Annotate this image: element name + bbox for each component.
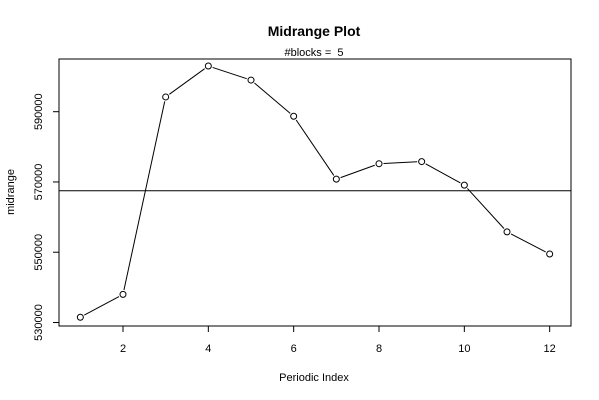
- series-segment: [254, 82, 291, 114]
- series-segment: [84, 296, 120, 316]
- y-axis: 530000 550000 570000 590000: [33, 93, 59, 341]
- data-point: [162, 93, 170, 101]
- x-axis: 2 4 6 8 10 12: [120, 326, 556, 355]
- series-segments: [84, 66, 546, 316]
- series-segment: [212, 66, 247, 80]
- data-point: [119, 290, 127, 298]
- data-point: [204, 62, 212, 70]
- x-tick-label: 6: [291, 343, 297, 355]
- series-segment: [295, 119, 335, 176]
- x-axis-label: Periodic Index: [279, 372, 349, 384]
- data-point: [418, 158, 426, 166]
- y-axis-label: midrange: [5, 169, 17, 215]
- data-points: [76, 62, 554, 321]
- data-point: [76, 313, 84, 321]
- x-tick-label: 4: [205, 343, 211, 355]
- y-tick-label: 550000: [33, 234, 45, 271]
- data-point: [460, 181, 468, 189]
- y-tick-label: 590000: [33, 93, 45, 130]
- chart-title: Midrange Plot: [268, 23, 361, 39]
- data-point: [375, 160, 383, 168]
- y-tick-label: 570000: [33, 164, 45, 201]
- series-segment: [123, 101, 166, 291]
- series-segment: [340, 164, 375, 179]
- chart-subtitle: #blocks = 5: [284, 47, 343, 59]
- data-point: [332, 175, 340, 183]
- data-point: [546, 250, 554, 258]
- series-segment: [169, 68, 205, 95]
- data-point: [290, 112, 298, 120]
- series-segment: [466, 188, 505, 229]
- y-tick-label: 530000: [33, 304, 45, 341]
- x-tick-label: 2: [120, 343, 126, 355]
- x-tick-label: 12: [544, 343, 556, 355]
- series-segment: [510, 233, 546, 253]
- x-tick-label: 10: [458, 343, 470, 355]
- plot-frame: [58, 58, 572, 327]
- data-point: [247, 76, 255, 84]
- x-tick-label: 8: [376, 343, 382, 355]
- series-segment: [425, 163, 461, 184]
- series-segment: [383, 161, 418, 164]
- data-point: [503, 228, 511, 236]
